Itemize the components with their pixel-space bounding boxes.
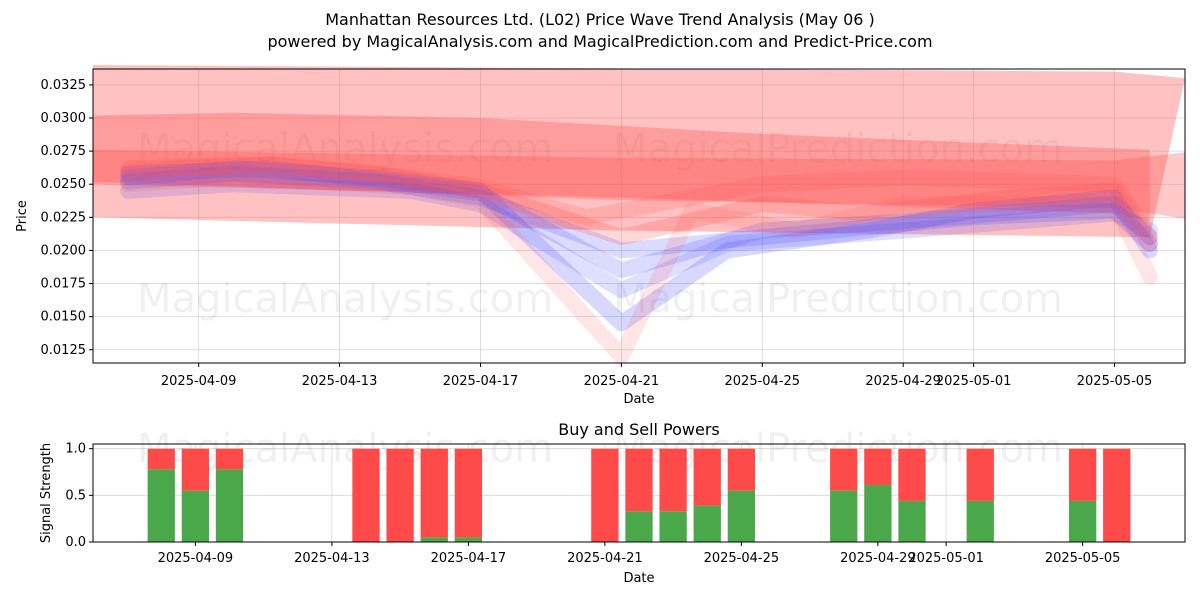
buy-power-bar [693, 505, 721, 542]
sell-power-bar [386, 448, 414, 542]
signal-bars [147, 448, 1131, 542]
signal-x-tick-label: 2025-05-05 [1045, 551, 1121, 566]
buy-power-bar [181, 490, 210, 542]
signal-y-tick-label: 1.0 [65, 442, 86, 457]
sell-power-bar [966, 448, 994, 501]
buy-power-bar [966, 500, 994, 542]
buy-power-bar [625, 511, 653, 542]
chart-title-line2: powered by MagicalAnalysis.com and Magic… [267, 32, 932, 51]
sell-power-bar [898, 448, 926, 501]
price-x-tick-label: 2025-04-25 [725, 374, 801, 389]
price-wave [120, 156, 1158, 252]
price-grid [93, 69, 1185, 363]
price-x-tick-label: 2025-04-13 [302, 374, 378, 389]
price-wave [120, 169, 1158, 365]
watermark-prediction-mid: MagicalPrediction.com [613, 276, 1063, 322]
sell-power-bar [1068, 448, 1097, 501]
signal-x-tick-label: 2025-04-29 [840, 551, 916, 566]
buy-power-bar [830, 490, 858, 542]
sell-power-bar [591, 448, 619, 542]
sell-power-bar [864, 448, 892, 486]
price-band [93, 65, 1185, 238]
price-y-tick-label: 0.0200 [41, 243, 87, 258]
price-wave [120, 160, 1158, 332]
buy-power-bar [727, 490, 756, 542]
price-waves [120, 156, 1158, 365]
signal-y-ticks: 0.0 0.5 1.0 [65, 442, 93, 550]
signal-x-axis-label: Date [623, 571, 654, 586]
sell-power-bar [625, 448, 653, 512]
price-panel: MagicalAnalysis.com MagicalPrediction.co… [15, 65, 1186, 407]
signal-chart-title: Buy and Sell Powers [558, 420, 720, 439]
price-x-tick-label: 2025-04-17 [443, 374, 519, 389]
signal-x-tick-label: 2025-04-09 [158, 551, 234, 566]
signal-x-tick-label: 2025-04-17 [431, 551, 507, 566]
chart-title-line1: Manhattan Resources Ltd. (L02) Price Wav… [325, 10, 875, 29]
buy-power-bar [659, 511, 687, 542]
price-y-ticks: 0.0125 0.0150 0.0175 0.0200 0.0225 0.0250 0.02… [41, 78, 93, 358]
price-y-tick-label: 0.0275 [41, 144, 87, 159]
signal-x-tick-label: 2025-05-01 [908, 551, 984, 566]
price-x-tick-label: 2025-04-29 [865, 374, 941, 389]
signal-y-tick-label: 0.5 [65, 488, 86, 503]
signal-y-tick-label: 0.0 [65, 535, 86, 550]
price-x-ticks: 2025-04-09 2025-04-13 2025-04-17 2025-04-21… [161, 363, 1152, 389]
price-y-axis-label: Price [15, 200, 30, 232]
price-x-tick-label: 2025-05-01 [936, 374, 1012, 389]
sell-power-bar [830, 448, 858, 491]
sell-power-bar [181, 448, 210, 491]
signal-y-axis-label: Signal Strength [39, 443, 54, 543]
sell-power-bar [454, 448, 483, 538]
price-y-tick-label: 0.0225 [41, 210, 87, 225]
sell-power-bar [147, 448, 175, 470]
watermark-analysis-top: MagicalAnalysis.com [137, 126, 553, 172]
price-bands [93, 65, 1185, 238]
buy-power-bar [420, 537, 448, 542]
price-x-tick-label: 2025-05-05 [1077, 374, 1153, 389]
price-x-tick-label: 2025-04-21 [584, 374, 660, 389]
price-y-tick-label: 0.0325 [41, 78, 87, 93]
sell-power-bar [420, 448, 448, 538]
price-y-tick-label: 0.0125 [41, 343, 87, 358]
signal-plot-frame [92, 443, 1186, 543]
sell-power-bar [352, 448, 380, 542]
sell-power-bar [659, 448, 687, 512]
buy-power-bar [1068, 500, 1097, 542]
sell-power-bar [727, 448, 756, 491]
sell-power-bar [1103, 448, 1131, 542]
buy-power-bar [864, 485, 892, 542]
price-wave [120, 156, 1158, 246]
price-band [93, 149, 1185, 219]
signal-x-tick-label: 2025-04-21 [567, 551, 643, 566]
price-y-tick-label: 0.0175 [41, 277, 87, 292]
signal-x-tick-label: 2025-04-13 [294, 551, 370, 566]
price-band [93, 112, 1150, 222]
sell-power-bar [215, 448, 244, 470]
price-wave [120, 165, 1158, 259]
price-y-tick-label: 0.0250 [41, 177, 87, 192]
price-wave [120, 160, 1158, 279]
buy-power-bar [898, 500, 926, 542]
watermark-prediction-top: MagicalPrediction.com [613, 126, 1063, 172]
signal-x-tick-label: 2025-04-25 [704, 551, 780, 566]
sell-power-bar [693, 448, 721, 506]
signal-panel: Buy and Sell Powers MagicalAnalysis.com … [39, 420, 1186, 586]
watermark-analysis-mid: MagicalAnalysis.com [137, 276, 553, 322]
buy-power-bar [454, 537, 483, 542]
buy-power-bar [147, 469, 175, 542]
signal-x-ticks: 2025-04-09 2025-04-13 2025-04-17 2025-04-21… [158, 542, 1121, 566]
price-x-tick-label: 2025-04-09 [161, 374, 237, 389]
price-x-axis-label: Date [623, 392, 654, 407]
price-watermarks: MagicalAnalysis.com MagicalPrediction.co… [137, 126, 1063, 322]
price-plot-frame [92, 68, 1186, 364]
price-y-tick-label: 0.0150 [41, 310, 87, 325]
price-wave [120, 176, 1158, 299]
price-y-tick-label: 0.0300 [41, 111, 87, 126]
buy-power-bar [215, 469, 244, 542]
